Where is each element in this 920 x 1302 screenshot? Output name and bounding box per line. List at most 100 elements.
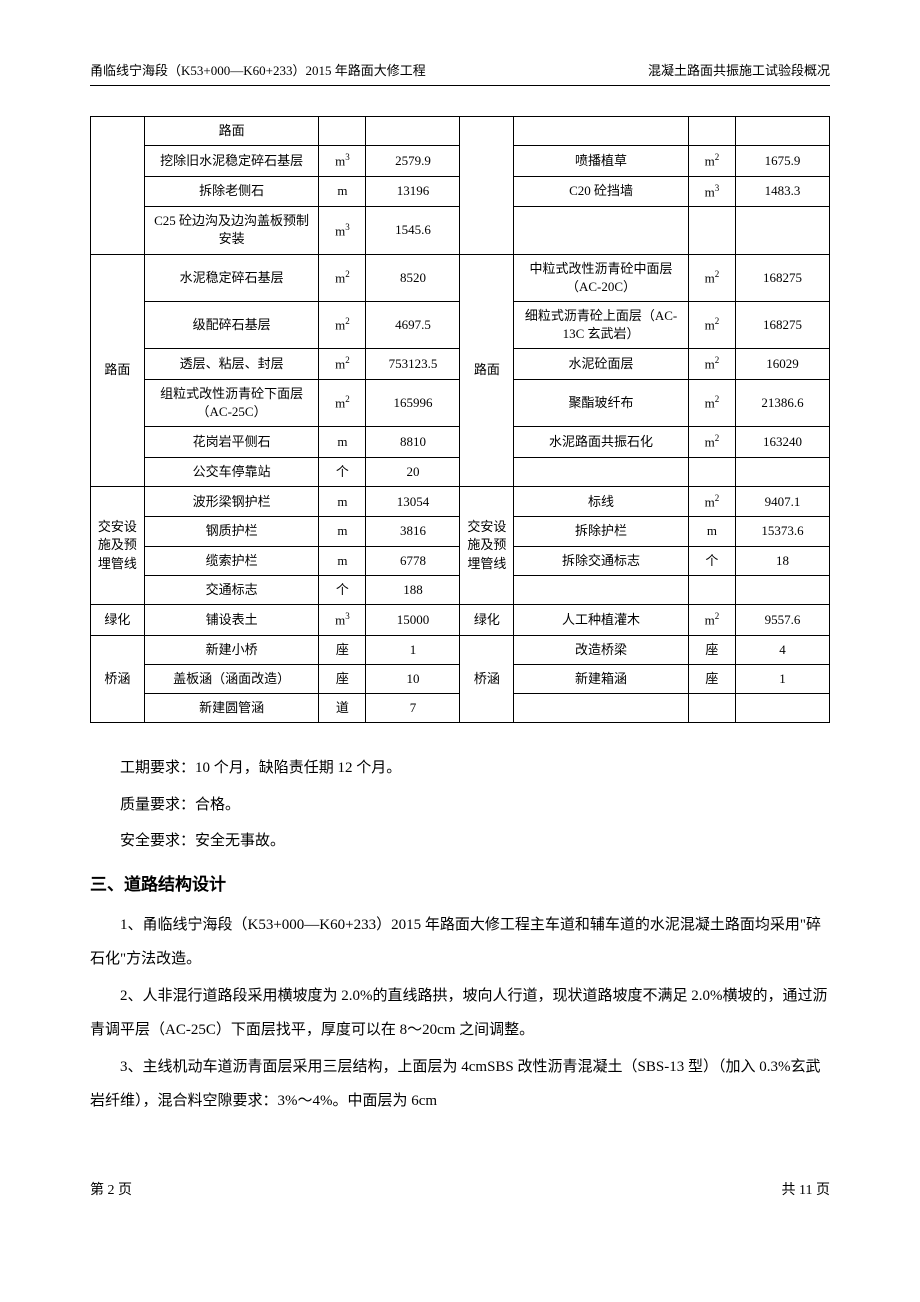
unit-left: m (319, 517, 366, 546)
qty-left: 15000 (366, 605, 460, 636)
item-left: 新建圆管涵 (144, 693, 319, 722)
table-row: 交安设施及预埋管线波形梁钢护栏m13054交安设施及预埋管线标线m29407.1 (91, 486, 830, 517)
item-left: 挖除旧水泥稳定碎石基层 (144, 146, 319, 177)
item-right: 中粒式改性沥青砼中面层（AC-20C） (514, 254, 689, 301)
item-left: 盖板涵（涵面改造） (144, 664, 319, 693)
category-left (91, 117, 145, 255)
qty-right: 168275 (735, 254, 829, 301)
item-left: 钢质护栏 (144, 517, 319, 546)
item-left: 路面 (144, 117, 319, 146)
section-heading: 三、道路结构设计 (90, 865, 830, 904)
qty-left: 1 (366, 635, 460, 664)
unit-right: m (688, 517, 735, 546)
quality-req: 质量要求：合格。 (90, 788, 830, 823)
qty-right: 9557.6 (735, 605, 829, 636)
table-row: 桥涵新建小桥座1桥涵改造桥梁座4 (91, 635, 830, 664)
qty-right: 9407.1 (735, 486, 829, 517)
page-footer: 第 2 页 共 11 页 (90, 1179, 830, 1199)
qty-right: 163240 (735, 427, 829, 458)
unit-right: 个 (688, 546, 735, 575)
unit-left: m (319, 176, 366, 207)
unit-right (688, 207, 735, 254)
qty-left: 4697.5 (366, 301, 460, 348)
unit-left: m (319, 546, 366, 575)
qty-right: 1 (735, 664, 829, 693)
unit-left: 座 (319, 635, 366, 664)
item-right: 拆除护栏 (514, 517, 689, 546)
category-right: 桥涵 (460, 635, 514, 723)
category-left: 交安设施及预埋管线 (91, 486, 145, 604)
category-right: 路面 (460, 254, 514, 486)
qty-left: 20 (366, 457, 460, 486)
page-header: 甬临线宁海段（K53+000—K60+233）2015 年路面大修工程 混凝土路… (90, 60, 830, 86)
item-right: 聚酯玻纤布 (514, 379, 689, 426)
item-left: 缆索护栏 (144, 546, 319, 575)
unit-right: m2 (688, 146, 735, 177)
qty-left: 13054 (366, 486, 460, 517)
unit-right: 座 (688, 664, 735, 693)
item-left: 交通标志 (144, 575, 319, 604)
qty-right (735, 207, 829, 254)
qty-right: 1483.3 (735, 176, 829, 207)
table-row: 绿化铺设表土m315000绿化人工种植灌木m29557.6 (91, 605, 830, 636)
item-left: 公交车停靠站 (144, 457, 319, 486)
design-p1: 1、甬临线宁海段（K53+000—K60+233）2015 年路面大修工程主车道… (90, 908, 830, 977)
footer-left: 第 2 页 (90, 1179, 132, 1199)
unit-left: m2 (319, 301, 366, 348)
unit-left: m2 (319, 379, 366, 426)
item-left: 透层、粘层、封层 (144, 349, 319, 380)
qty-left: 6778 (366, 546, 460, 575)
unit-left: m2 (319, 254, 366, 301)
qty-left: 2579.9 (366, 146, 460, 177)
unit-left: 道 (319, 693, 366, 722)
item-left: 波形梁钢护栏 (144, 486, 319, 517)
item-right (514, 575, 689, 604)
item-right: 人工种植灌木 (514, 605, 689, 636)
item-left: 组粒式改性沥青砼下面层（AC-25C） (144, 379, 319, 426)
item-left: 级配碎石基层 (144, 301, 319, 348)
category-right: 交安设施及预埋管线 (460, 486, 514, 604)
qty-right (735, 693, 829, 722)
unit-right: m3 (688, 176, 735, 207)
design-p3: 3、主线机动车道沥青面层采用三层结构，上面层为 4cmSBS 改性沥青混凝土（S… (90, 1050, 830, 1119)
item-right: 水泥路面共振石化 (514, 427, 689, 458)
item-right: 水泥砼面层 (514, 349, 689, 380)
unit-right: m2 (688, 427, 735, 458)
item-right: 标线 (514, 486, 689, 517)
item-right: 细粒式沥青砼上面层（AC-13C 玄武岩） (514, 301, 689, 348)
table-row: 路面水泥稳定碎石基层m28520路面中粒式改性沥青砼中面层（AC-20C）m21… (91, 254, 830, 301)
item-left: 新建小桥 (144, 635, 319, 664)
category-right: 绿化 (460, 605, 514, 636)
unit-left: m2 (319, 349, 366, 380)
qty-right: 4 (735, 635, 829, 664)
qty-left (366, 117, 460, 146)
unit-right (688, 457, 735, 486)
qty-right (735, 457, 829, 486)
quantities-table: 路面挖除旧水泥稳定碎石基层m32579.9喷播植草m21675.9拆除老侧石m1… (90, 116, 830, 723)
item-right: 新建箱涵 (514, 664, 689, 693)
qty-left: 8810 (366, 427, 460, 458)
item-right (514, 117, 689, 146)
qty-right (735, 575, 829, 604)
qty-right: 1675.9 (735, 146, 829, 177)
item-right (514, 693, 689, 722)
qty-left: 13196 (366, 176, 460, 207)
unit-right: 座 (688, 635, 735, 664)
unit-right (688, 693, 735, 722)
item-right (514, 457, 689, 486)
item-right: 改造桥梁 (514, 635, 689, 664)
item-right: 拆除交通标志 (514, 546, 689, 575)
unit-left: m3 (319, 207, 366, 254)
qty-left: 8520 (366, 254, 460, 301)
category-right (460, 117, 514, 255)
qty-left: 3816 (366, 517, 460, 546)
item-right: 喷播植草 (514, 146, 689, 177)
category-left: 桥涵 (91, 635, 145, 723)
unit-right: m2 (688, 486, 735, 517)
category-left: 绿化 (91, 605, 145, 636)
unit-right: m2 (688, 301, 735, 348)
unit-left (319, 117, 366, 146)
item-left: 水泥稳定碎石基层 (144, 254, 319, 301)
unit-right (688, 575, 735, 604)
item-right: C20 砼挡墙 (514, 176, 689, 207)
